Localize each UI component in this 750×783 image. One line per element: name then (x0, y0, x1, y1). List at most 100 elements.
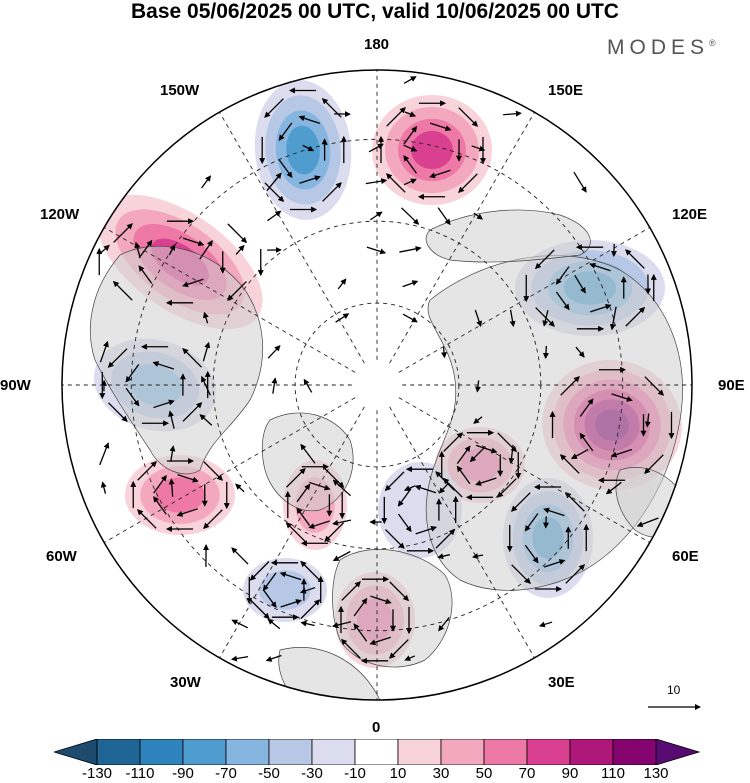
colorbar-swatch (54, 739, 98, 765)
wind-arrow (264, 182, 285, 203)
colorbar-swatch (440, 739, 485, 765)
wind-arrow (227, 281, 247, 301)
wind-arrow (443, 432, 463, 452)
latitude-circle (130, 138, 624, 632)
wind-arrow (403, 485, 416, 491)
wind-arrow (534, 249, 555, 270)
wind-arrow (385, 529, 405, 549)
wind-arrow (168, 410, 175, 429)
colorbar-swatch (139, 739, 184, 765)
wind-arrow (332, 621, 352, 628)
wind-arrow (579, 432, 594, 452)
wind-arrow (469, 446, 486, 463)
colorbar-tick-label: 110 (601, 765, 625, 782)
lon-label-30w: 30W (170, 674, 201, 691)
wind-arrow (403, 178, 417, 186)
wind-arrow (402, 280, 419, 288)
wind-arrow (625, 249, 645, 269)
wind-arrow (169, 445, 176, 462)
brand-text: MODES (607, 36, 710, 59)
lon-label-60w: 60W (46, 548, 77, 565)
colorbar-tick-label: -30 (301, 765, 323, 782)
wind-arrow (286, 467, 306, 488)
wind-arrow (625, 306, 646, 327)
wind-arrow (298, 115, 321, 124)
graticule (62, 70, 692, 700)
lon-label-90w: 90W (0, 377, 31, 394)
wind-arrow (555, 266, 570, 285)
colorbar-swatch (311, 739, 356, 765)
land-east-siberia (425, 209, 591, 263)
wind-arrow (99, 442, 110, 466)
wind-arrow (153, 496, 167, 515)
wind-arrow (503, 110, 522, 117)
wind-arrow (182, 278, 204, 288)
wind-arrow (579, 398, 594, 417)
wind-arrow (235, 483, 245, 493)
wind-arrow (399, 245, 422, 253)
wind-arrow (296, 507, 311, 526)
wind-arrow (509, 309, 516, 328)
wind-arrow (278, 122, 293, 141)
colorbar-tick-label: 90 (561, 765, 579, 782)
meridian-line (219, 406, 365, 659)
colorbar-swatch (225, 739, 270, 765)
wind-arrow (353, 597, 368, 617)
wind-arrow (542, 310, 549, 327)
wind-arrow (441, 346, 448, 359)
wind-arrow (279, 571, 302, 581)
wind-arrow (472, 553, 484, 559)
wind-arrow (107, 348, 128, 368)
wind-arrow (542, 345, 549, 360)
colorbar-tick-label: 130 (643, 765, 669, 782)
wind-arrow (176, 508, 199, 517)
colorbar-tick-label: -50 (258, 765, 280, 782)
wind-arrow (235, 244, 245, 255)
wind-arrow (108, 402, 128, 423)
wind-arrow (231, 547, 249, 565)
wind-arrow (560, 375, 580, 396)
lon-label-180: 180 (364, 36, 390, 53)
colorbar-swatch (96, 739, 141, 765)
wind-arrow (605, 481, 622, 495)
wind-arrow (435, 528, 456, 549)
wind-arrow (437, 207, 451, 226)
wind-arrow (369, 636, 391, 646)
wind-arrow (299, 586, 316, 594)
wind-arrow (249, 561, 270, 581)
wind-arrow (285, 522, 306, 542)
wind-arrow (230, 655, 249, 662)
wind-arrow (201, 175, 212, 189)
anomaly-contour (411, 130, 453, 170)
wind-arrow (402, 313, 418, 323)
wind-arrow (458, 107, 479, 127)
wind-arrow (389, 581, 410, 602)
wind-arrow (438, 482, 450, 494)
lon-label-0: 0 (372, 719, 381, 736)
wind-arrow (369, 211, 383, 221)
wind-arrow (475, 477, 497, 486)
wind-arrow (559, 454, 580, 474)
wind-arrow (353, 623, 368, 642)
colorbar-swatch (526, 739, 571, 765)
wind-arrow (177, 473, 199, 483)
wind-arrow (134, 241, 141, 258)
wind-arrow (332, 550, 351, 562)
wind-arrow (296, 483, 311, 503)
wind-arrow (168, 244, 176, 256)
wind-arrow (322, 182, 342, 202)
colorbar-swatch (268, 739, 313, 765)
wind-arrow (299, 175, 321, 184)
land-europe (332, 549, 453, 668)
brand-logo: MODES® (607, 36, 716, 60)
wind-arrow (99, 340, 109, 363)
wind-arrow (138, 265, 153, 284)
wind-arrow (300, 560, 320, 581)
wind-arrow (227, 223, 248, 244)
wind-arrow (250, 599, 270, 620)
wind-arrow (403, 76, 417, 84)
wind-arrow (403, 125, 418, 145)
wind-arrow (309, 481, 331, 491)
wind-arrow (201, 375, 211, 396)
